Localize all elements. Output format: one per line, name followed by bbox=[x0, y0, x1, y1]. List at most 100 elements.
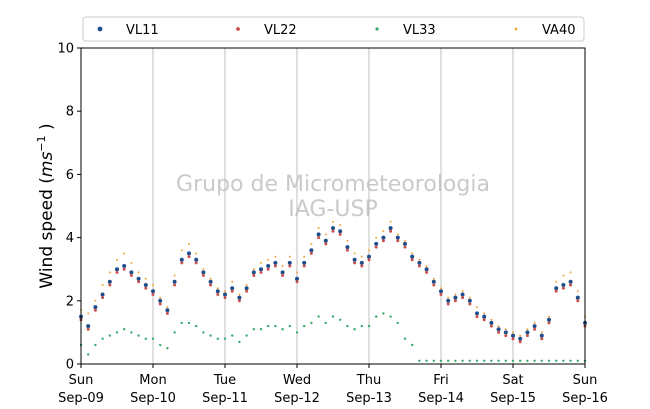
data-point bbox=[331, 229, 335, 233]
data-point bbox=[345, 245, 350, 250]
data-point bbox=[475, 311, 479, 316]
data-point bbox=[231, 280, 234, 283]
data-point bbox=[166, 306, 169, 309]
data-point bbox=[367, 254, 371, 259]
data-point bbox=[187, 251, 191, 256]
x-axis: Sun Sep-09 Mon Sep-10 Tue Sep-11 Wed Sep-12 Thu S… bbox=[58, 364, 608, 406]
data-point bbox=[432, 277, 435, 280]
data-point bbox=[310, 321, 313, 325]
data-point bbox=[503, 330, 508, 335]
data-point bbox=[431, 279, 436, 284]
y-axis-label: Wind speed (ms−1 ) bbox=[35, 123, 57, 288]
data-point bbox=[159, 343, 162, 347]
x-tick-day: Mon bbox=[139, 373, 166, 388]
data-point bbox=[215, 289, 220, 294]
data-point bbox=[331, 226, 335, 231]
legend-label: VL22 bbox=[264, 23, 297, 38]
data-point bbox=[447, 296, 450, 299]
data-point bbox=[274, 324, 277, 328]
data-point bbox=[353, 252, 356, 255]
data-point bbox=[446, 302, 450, 306]
data-point bbox=[180, 261, 184, 265]
data-point bbox=[94, 343, 97, 347]
watermark-line-1: Grupo de Micrometeorologia bbox=[176, 172, 490, 197]
y-tick-label: 0 bbox=[66, 358, 74, 373]
data-point bbox=[497, 330, 501, 334]
data-point bbox=[165, 311, 169, 315]
grid-lines bbox=[152, 48, 514, 364]
data-point bbox=[100, 292, 105, 297]
data-point bbox=[224, 290, 226, 293]
data-point bbox=[454, 293, 457, 296]
data-point bbox=[504, 334, 508, 338]
data-point bbox=[374, 241, 379, 246]
data-point bbox=[424, 267, 429, 272]
data-point bbox=[202, 331, 205, 334]
data-point bbox=[324, 233, 327, 236]
data-point bbox=[159, 296, 162, 299]
data-point bbox=[216, 337, 219, 340]
data-point bbox=[223, 296, 227, 300]
data-point bbox=[568, 279, 573, 284]
data-point bbox=[144, 337, 147, 340]
data-point bbox=[576, 359, 579, 362]
data-point bbox=[569, 283, 573, 287]
data-point bbox=[476, 306, 478, 309]
legend: VL11 VL22 VL33 VA40 bbox=[82, 16, 585, 42]
x-tick-date: Sep-11 bbox=[202, 391, 248, 406]
data-point bbox=[317, 315, 320, 318]
data-point bbox=[317, 227, 320, 230]
data-point bbox=[533, 359, 536, 362]
data-point bbox=[107, 279, 112, 284]
data-point bbox=[332, 220, 334, 223]
data-point bbox=[561, 286, 565, 290]
data-points bbox=[79, 220, 587, 362]
x-tick-day: Fri bbox=[433, 373, 449, 388]
data-point bbox=[389, 229, 393, 233]
data-point bbox=[202, 268, 205, 271]
y-tick-label: 4 bbox=[66, 231, 74, 246]
data-point bbox=[122, 267, 126, 271]
data-point bbox=[562, 274, 565, 277]
data-point bbox=[461, 290, 464, 293]
data-point bbox=[339, 224, 342, 226]
data-point bbox=[525, 330, 530, 335]
data-point bbox=[519, 359, 522, 362]
data-point bbox=[339, 318, 342, 321]
data-point bbox=[303, 324, 306, 328]
data-point bbox=[195, 252, 198, 255]
data-point bbox=[367, 324, 371, 328]
data-point bbox=[108, 271, 111, 274]
watermark-line-2: IAG-USP bbox=[288, 197, 377, 222]
data-point bbox=[511, 333, 515, 338]
data-point bbox=[317, 236, 321, 240]
data-point bbox=[137, 334, 140, 337]
data-point bbox=[281, 328, 284, 331]
x-tick-day: Sun bbox=[69, 373, 94, 388]
data-point bbox=[238, 293, 241, 296]
x-tick-date: Sep-13 bbox=[346, 391, 392, 406]
data-point bbox=[209, 283, 213, 287]
data-point bbox=[309, 248, 314, 253]
data-point bbox=[425, 270, 429, 274]
data-point bbox=[129, 274, 133, 277]
data-point bbox=[359, 260, 364, 265]
x-tick-date: Sep-09 bbox=[58, 391, 104, 406]
data-point bbox=[555, 359, 558, 362]
data-point bbox=[173, 274, 176, 277]
data-point bbox=[123, 252, 126, 255]
data-point bbox=[432, 283, 436, 287]
data-point bbox=[418, 359, 421, 362]
data-point bbox=[252, 268, 255, 271]
data-point bbox=[302, 260, 307, 265]
data-point bbox=[540, 337, 544, 341]
data-point bbox=[166, 347, 169, 350]
data-point bbox=[439, 359, 443, 362]
data-point bbox=[266, 267, 270, 271]
data-point bbox=[453, 299, 457, 303]
data-point bbox=[374, 245, 378, 249]
data-point bbox=[303, 255, 306, 258]
watermark: Grupo de Micrometeorologia IAG-USP bbox=[176, 172, 490, 222]
data-point bbox=[425, 265, 428, 267]
